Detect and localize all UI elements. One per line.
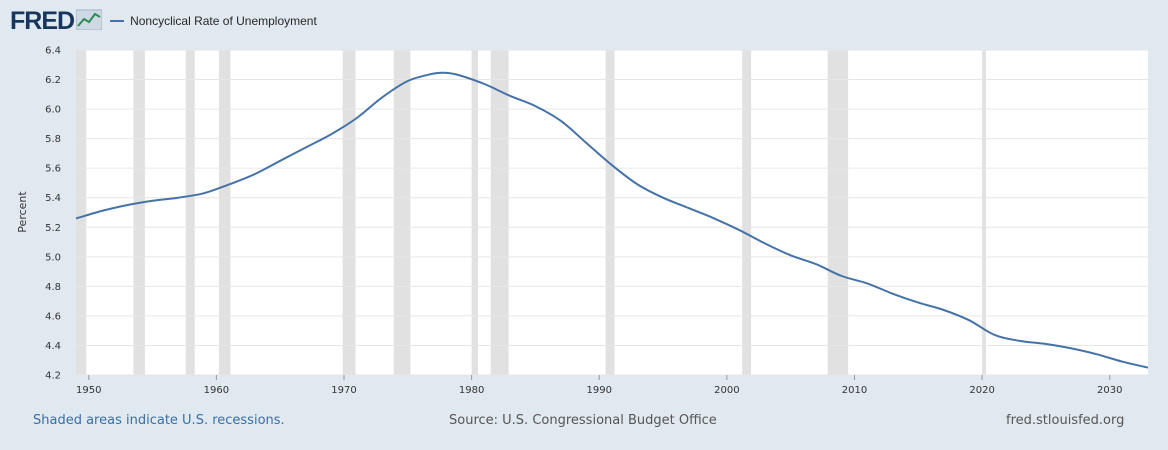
recession-band-9: [742, 50, 752, 375]
recession-band-2: [185, 50, 195, 375]
recession-band-3: [218, 50, 231, 375]
fred-logo[interactable]: FRED: [10, 6, 75, 35]
y-axis-label: Percent: [16, 191, 29, 233]
x-tick-label: 1950: [76, 385, 101, 396]
recession-band-10: [827, 50, 849, 375]
recession-band-0: [76, 50, 87, 375]
gridlines: [76, 49, 1148, 376]
y-tick-label: 4.8: [45, 282, 61, 293]
legend-label[interactable]: Noncyclical Rate of Unemployment: [130, 14, 317, 28]
recession-band-11: [982, 50, 986, 375]
line-graph-icon: [76, 9, 103, 30]
y-tick-label: 5.4: [45, 193, 61, 204]
x-tick-label: 1990: [587, 385, 612, 396]
recession-band-1: [133, 50, 145, 375]
source-note: Source: U.S. Congressional Budget Office: [449, 413, 717, 428]
x-tick-label: 2030: [1097, 385, 1122, 396]
recession-bands: [76, 50, 986, 375]
recession-band-7: [490, 50, 509, 375]
y-tick-label: 6.2: [45, 75, 61, 86]
recession-band-6: [471, 50, 478, 375]
y-axis: 4.2 4.4 4.6 4.8 5.0 5.2 5.4 5.6 5.8 6.0 6.2 6.4: [45, 46, 61, 382]
header: FRED Noncyclical Rate of Unemployment: [10, 6, 317, 36]
x-tick-label: 2020: [969, 385, 994, 396]
series-line: [75, 71, 1149, 369]
legend: Noncyclical Rate of Unemployment: [110, 14, 317, 28]
y-tick-label: 5.2: [45, 223, 61, 234]
y-tick-label: 6.0: [45, 105, 61, 116]
y-tick-label: 4.2: [45, 371, 61, 382]
x-tick-label: 2010: [842, 385, 867, 396]
site-link[interactable]: fred.stlouisfed.org: [1006, 413, 1125, 428]
x-tick-label: 1970: [331, 385, 356, 396]
x-tick-label: 1980: [459, 385, 484, 396]
y-tick-label: 5.6: [45, 164, 61, 175]
y-tick-label: 4.6: [45, 311, 61, 322]
x-axis: 1950 1960 1970 1980 1990 2000 2010 2020 2030: [76, 375, 1122, 396]
recession-band-5: [393, 50, 411, 375]
x-tick-label: 2000: [714, 385, 739, 396]
recession-band-8: [605, 50, 615, 375]
y-tick-label: 5.8: [45, 134, 61, 145]
y-tick-label: 4.4: [45, 341, 61, 352]
recession-note: Shaded areas indicate U.S. recessions.: [33, 413, 285, 428]
recession-band-4: [342, 50, 356, 375]
y-tick-label: 5.0: [45, 252, 61, 263]
legend-swatch: [110, 20, 125, 22]
y-tick-label: 6.4: [45, 46, 61, 57]
x-tick-label: 1960: [204, 385, 229, 396]
